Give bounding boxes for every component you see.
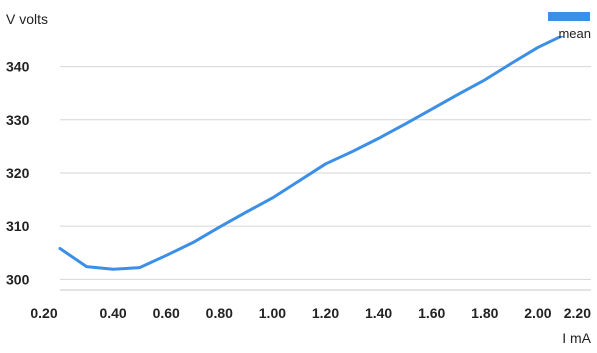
x-tick-label: 1.20 — [312, 305, 339, 321]
legend: mean — [548, 12, 591, 41]
series-lines — [58, 36, 566, 271]
x-tick-label: 0.20 — [30, 305, 57, 321]
y-tick-label: 320 — [6, 165, 30, 181]
legend-label-mean: mean — [558, 26, 591, 41]
y-tick-label: 310 — [6, 218, 30, 234]
x-tick-label: 0.80 — [206, 305, 233, 321]
legend-swatch-mean — [548, 12, 590, 21]
y-axis-title: V volts — [6, 11, 48, 27]
x-tick-label: 2.00 — [524, 305, 551, 321]
x-tick-label: 1.80 — [471, 305, 498, 321]
x-axis-title: I mA — [562, 330, 591, 346]
x-tick-label: 0.60 — [153, 305, 180, 321]
x-axis: 0.20 0.40 0.60 0.80 1.00 1.20 1.40 1.60 1.80 2.00… — [30, 289, 591, 321]
x-tick-label: 1.40 — [365, 305, 392, 321]
y-tick-label: 340 — [6, 59, 30, 75]
x-tick-label: 2.20 — [564, 305, 591, 321]
x-tick-label: 0.40 — [99, 305, 126, 321]
y-tick-label: 300 — [6, 271, 30, 287]
series-line-mean — [58, 36, 566, 271]
y-tick-label: 330 — [6, 112, 30, 128]
gridlines — [60, 66, 591, 280]
x-tick-label: 1.60 — [418, 305, 445, 321]
y-axis: 300 310 320 330 340 — [6, 59, 30, 288]
x-tick-label: 1.00 — [259, 305, 286, 321]
